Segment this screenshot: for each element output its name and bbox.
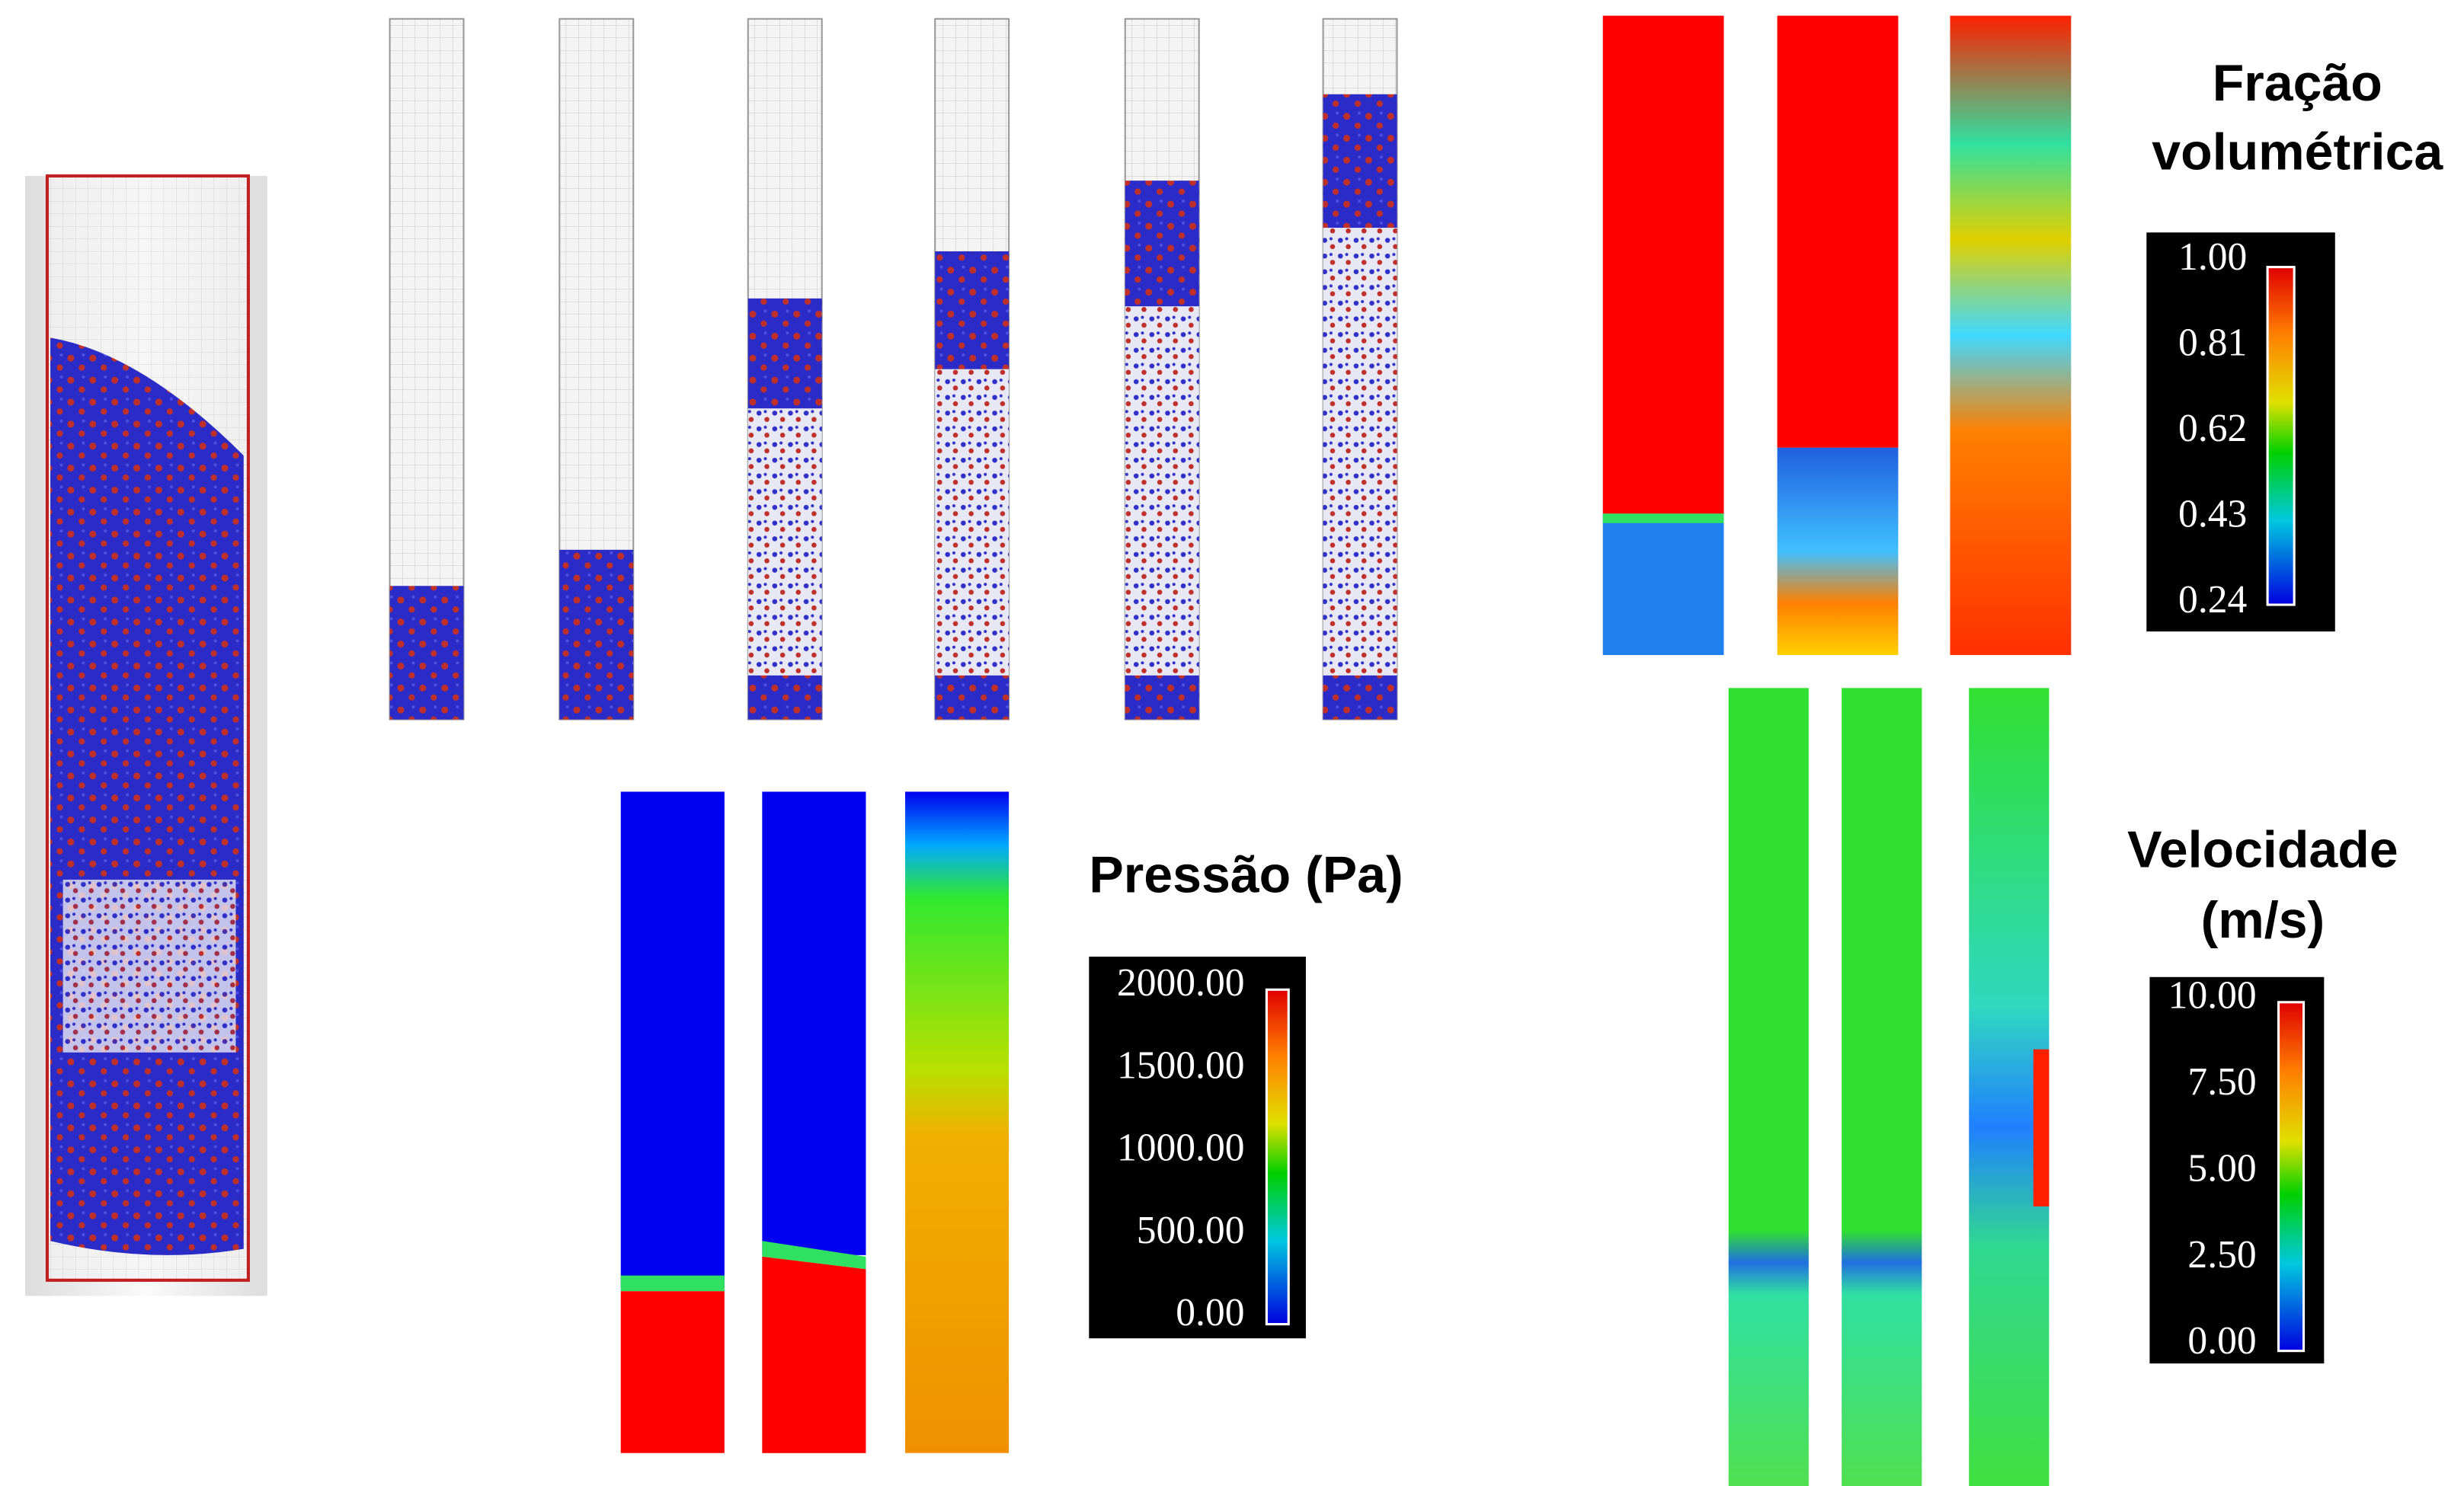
panel-title: volumétrica (2152, 123, 2443, 181)
shape (762, 791, 866, 1254)
particles (1323, 676, 1397, 720)
colorbar-label: 500.00 (1137, 1209, 1245, 1252)
shape (1778, 448, 1899, 655)
colorbar-label: 2000.00 (1117, 961, 1245, 1005)
colorbar-label: 1000.00 (1117, 1126, 1245, 1170)
shape (905, 791, 1009, 1452)
panel-title: Fração (2213, 54, 2382, 112)
colorbar-label: 0.00 (2187, 1319, 2256, 1363)
pressure-fields (621, 791, 1009, 1452)
shape (1842, 688, 1922, 1486)
shape (1603, 513, 1724, 655)
particle-columns (390, 19, 1397, 720)
body: Fração volumétrica 1.000.810.620.430.24 … (0, 0, 2464, 1486)
colorbar-label: 1.00 (2178, 235, 2247, 279)
shape (1603, 513, 1724, 522)
shape (1778, 16, 1899, 448)
particles (1125, 676, 1199, 720)
page: {"panels": { "volume_fraction": {"title"… (0, 0, 2464, 1486)
panel-title: Velocidade (2127, 820, 2398, 878)
particles (1125, 181, 1199, 306)
colorbar-label: 10.00 (2168, 973, 2257, 1017)
panel-title: Pressão (Pa) (1089, 845, 1403, 903)
colorbar-label: 0.81 (2178, 321, 2247, 365)
shape (1729, 688, 1809, 1486)
colorbar-label: 0.00 (1176, 1291, 1244, 1334)
particles (559, 550, 633, 720)
figure: Fração volumétrica 1.000.810.620.430.24 … (0, 0, 2464, 1486)
shape (621, 791, 725, 1288)
colorbar-label: 0.62 (2178, 407, 2247, 450)
shape (1266, 989, 1288, 1324)
shape (621, 1291, 725, 1452)
colorbar-label: 5.00 (2187, 1146, 2256, 1190)
panel-title: (m/s) (2201, 891, 2325, 949)
shape (621, 1276, 725, 1292)
volume-fraction-fields (1603, 16, 2072, 655)
shape (1950, 16, 2072, 655)
shape (2279, 1002, 2304, 1351)
particles (390, 586, 464, 719)
colorbar-label: 2.50 (2187, 1233, 2256, 1277)
colorbar-label: 7.50 (2187, 1060, 2256, 1104)
particles (935, 251, 1009, 369)
shape (2034, 1050, 2050, 1206)
shape (1603, 16, 1724, 514)
bed-3d-view (25, 176, 267, 1296)
shape (762, 1257, 866, 1453)
shape (2267, 267, 2294, 605)
particles (935, 676, 1009, 720)
velocity-fields (1729, 688, 2050, 1486)
colorbar-label: 0.43 (2178, 492, 2247, 535)
particles (748, 676, 822, 720)
particles (748, 299, 822, 408)
shape (50, 337, 244, 1254)
colorbar-label: 1500.00 (1117, 1043, 1245, 1087)
particles (1323, 94, 1397, 228)
colorbar-label: 0.24 (2178, 578, 2247, 622)
shape (63, 880, 236, 1053)
